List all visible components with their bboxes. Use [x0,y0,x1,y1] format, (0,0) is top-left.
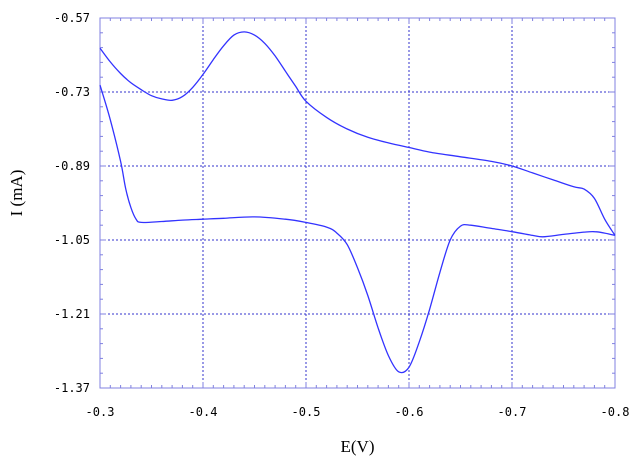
x-tick-label: -0.3 [86,405,115,419]
y-tick-label: -1.37 [54,381,90,395]
minor-ticks [99,17,616,389]
plot-frame [99,17,616,389]
y-tick-label: -1.05 [54,233,90,247]
y-axis-label: I (mA) [7,170,26,217]
plot-area [99,17,616,389]
y-tick-label: -0.73 [54,85,90,99]
x-axis-label: E(V) [341,437,375,456]
series-lines [99,31,616,374]
y-tick-label: -1.21 [54,307,90,321]
series-line-upper [99,31,616,236]
x-tick-label: -0.7 [498,405,527,419]
grid [100,18,615,388]
tick-labels: -0.3 -0.4 -0.5 -0.6 -0.7 -0.8 -0.57 -0.73 -0.89 -… [54,11,630,419]
y-tick-label: -0.57 [54,11,90,25]
x-tick-label: -0.6 [395,405,424,419]
y-tick-label: -0.89 [54,159,90,173]
series-line-lower [99,84,616,374]
x-tick-label: -0.5 [292,405,321,419]
x-tick-label: -0.4 [189,405,218,419]
x-tick-label: -0.8 [601,405,630,419]
